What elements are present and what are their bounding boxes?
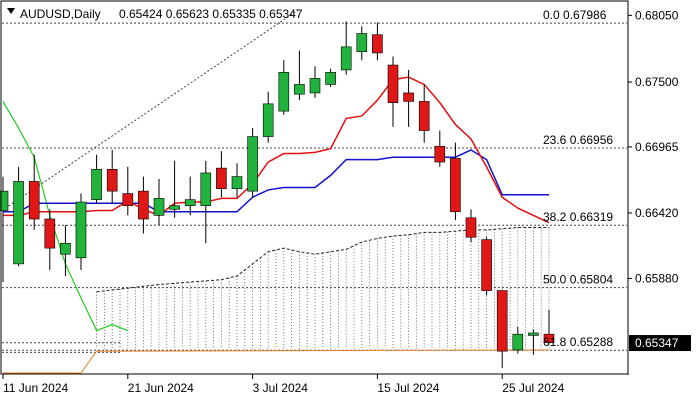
bear-candle [106, 169, 118, 192]
last-price-box [629, 335, 691, 352]
bear-candle [481, 239, 492, 291]
price-tick-label: 0.68050 [635, 8, 679, 22]
last-price-label: 0.65347 [635, 336, 679, 350]
bull-candle [512, 333, 524, 351]
bear-candle [403, 92, 414, 102]
bull-candle [294, 84, 305, 95]
time-tick-label: 11 Jun 2024 [3, 381, 68, 395]
bull-candle [169, 205, 180, 210]
bull-candle [325, 72, 336, 85]
price-tick-label: 0.66965 [635, 140, 679, 154]
bull-candle [247, 136, 258, 192]
fib-level-label: 50.0 0.65804 [543, 273, 613, 287]
bull-candle [60, 242, 71, 255]
time-tick-label: 3 Jul 2024 [253, 381, 309, 395]
chart-header: AUDUSD,Daily 0.65424 0.65623 0.65335 0.6… [7, 7, 303, 21]
price-tick-label: 0.65880 [635, 271, 679, 285]
ohlc-values: 0.65424 0.65623 0.65335 0.65347 [119, 7, 303, 21]
dropdown-triangle-icon[interactable] [7, 8, 15, 14]
bear-candle [28, 181, 40, 220]
bear-candle [496, 290, 508, 352]
fibonacci-labels: 0.0 0.67986 23.6 0.66956 38.2 0.66319 50.0 … [543, 8, 613, 349]
bear-candle [418, 101, 430, 131]
fib-level-label: 23.6 0.66956 [543, 133, 613, 147]
time-tick-label: 15 Jul 2024 [377, 381, 439, 395]
last-price-tag: 0.65347 [629, 335, 691, 352]
bull-candle [278, 72, 290, 112]
bull-candle [91, 169, 102, 200]
bear-candle [138, 190, 149, 220]
price-tick-label: 0.67500 [635, 75, 679, 89]
bull-candle [75, 201, 87, 259]
bear-candle [450, 158, 461, 213]
price-tick-label: 0.66420 [635, 206, 679, 220]
time-axis: 11 Jun 2024 21 Jun 2024 3 Jul 2024 15 Jul 2… [2, 374, 565, 395]
bear-candle [465, 217, 477, 238]
bull-candle [309, 78, 321, 94]
blue-base-line [3, 149, 549, 213]
fibonacci-levels [2, 22, 627, 353]
candles [0, 21, 555, 369]
fib-level-label: 61.8 0.65288 [543, 335, 613, 349]
bull-candle [340, 46, 352, 71]
bear-candle [216, 167, 227, 190]
bull-candle [262, 103, 274, 137]
bear-candle [372, 34, 383, 54]
time-tick-label: 25 Jul 2024 [502, 381, 564, 395]
price-axis: 0.68050 0.67500 0.66965 0.66420 0.65880 [628, 8, 679, 285]
cloud-upper-line [96, 227, 549, 293]
bull-candle [231, 176, 243, 190]
red-conversion-line [3, 76, 550, 224]
time-tick-label: 21 Jun 2024 [128, 381, 194, 395]
bull-candle [528, 332, 539, 336]
fib-level-label: 0.0 0.67986 [543, 8, 607, 22]
bear-candle [434, 145, 446, 163]
bear-candle [122, 193, 134, 206]
bear-candle [543, 333, 555, 343]
bull-candle [0, 190, 9, 211]
bear-candle [44, 218, 56, 249]
bull-candle [13, 181, 24, 265]
bull-candle [184, 199, 196, 206]
bear-candle [387, 64, 399, 103]
bull-candle [356, 33, 368, 53]
orange-span-line [3, 349, 550, 374]
bull-candle [153, 198, 165, 216]
bull-candle [200, 172, 212, 206]
cloud-band [96, 227, 550, 349]
symbol-timeframe: AUDUSD,Daily [20, 7, 101, 21]
fib-level-label: 38.2 0.66319 [543, 210, 613, 224]
